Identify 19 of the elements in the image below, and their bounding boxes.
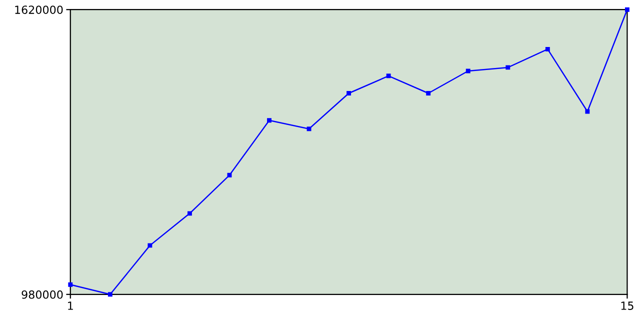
point [187, 211, 192, 216]
point [624, 7, 630, 12]
point [68, 282, 73, 287]
point [267, 118, 272, 123]
point [227, 172, 232, 178]
point [585, 109, 590, 114]
point [148, 243, 152, 248]
y-tick-label: 1620000 [15, 6, 63, 14]
point [386, 74, 391, 78]
y-tick-label: 980000 [22, 290, 63, 299]
point [466, 68, 470, 74]
point [346, 91, 352, 96]
point [545, 46, 550, 52]
point [426, 91, 431, 96]
x-tick-label: 1 [68, 302, 73, 310]
point [306, 126, 312, 132]
point [506, 65, 510, 70]
x-tick-label: 15 [621, 302, 634, 310]
point [108, 292, 112, 297]
